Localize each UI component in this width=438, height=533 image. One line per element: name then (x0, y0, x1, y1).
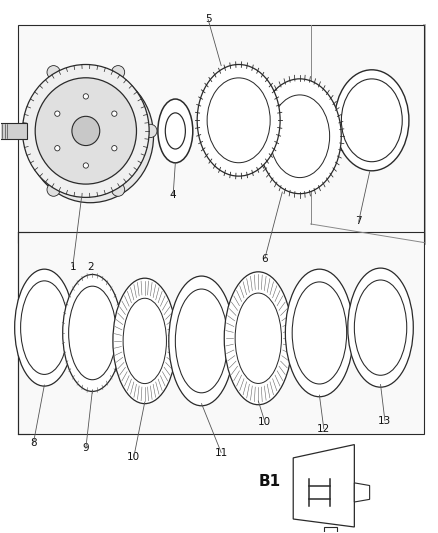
Ellipse shape (112, 183, 125, 196)
Ellipse shape (55, 146, 60, 151)
Ellipse shape (47, 66, 60, 79)
Text: 5: 5 (205, 14, 212, 25)
Ellipse shape (47, 183, 60, 196)
Text: 12: 12 (317, 424, 330, 434)
Ellipse shape (158, 99, 193, 163)
Ellipse shape (14, 269, 74, 386)
Ellipse shape (341, 79, 402, 161)
Text: 13: 13 (378, 416, 392, 426)
Ellipse shape (335, 70, 409, 171)
Ellipse shape (348, 268, 413, 387)
Ellipse shape (144, 124, 157, 138)
Ellipse shape (69, 286, 116, 379)
Ellipse shape (83, 94, 88, 99)
Text: 2: 2 (87, 262, 93, 271)
Ellipse shape (63, 274, 122, 391)
Ellipse shape (55, 111, 60, 116)
Ellipse shape (286, 269, 353, 397)
Text: 7: 7 (355, 216, 362, 227)
Ellipse shape (292, 282, 346, 384)
Ellipse shape (169, 276, 234, 406)
Text: 6: 6 (261, 254, 268, 263)
Ellipse shape (354, 280, 407, 375)
Ellipse shape (112, 146, 117, 151)
Ellipse shape (15, 124, 28, 138)
Ellipse shape (112, 66, 125, 79)
Ellipse shape (72, 116, 100, 146)
Ellipse shape (258, 79, 341, 193)
Ellipse shape (112, 111, 117, 116)
Ellipse shape (175, 289, 228, 393)
Ellipse shape (21, 281, 68, 374)
Ellipse shape (27, 70, 153, 203)
Text: 8: 8 (30, 438, 37, 448)
Ellipse shape (235, 293, 282, 383)
Ellipse shape (113, 278, 177, 403)
Text: B1: B1 (258, 474, 280, 489)
Polygon shape (324, 527, 337, 533)
Ellipse shape (35, 78, 137, 184)
Ellipse shape (197, 64, 280, 176)
Ellipse shape (270, 95, 330, 177)
Text: 4: 4 (170, 190, 177, 200)
Ellipse shape (224, 272, 292, 405)
Text: 9: 9 (82, 443, 89, 453)
Polygon shape (293, 445, 354, 527)
Text: 10: 10 (258, 417, 272, 427)
Polygon shape (354, 483, 370, 502)
Ellipse shape (207, 78, 270, 163)
Ellipse shape (165, 113, 185, 149)
Text: 11: 11 (215, 448, 228, 457)
Ellipse shape (123, 298, 166, 384)
Text: 1: 1 (69, 262, 76, 271)
Ellipse shape (22, 64, 149, 197)
Ellipse shape (83, 163, 88, 168)
Polygon shape (0, 123, 27, 139)
Polygon shape (18, 25, 424, 243)
Polygon shape (18, 232, 424, 434)
Text: 10: 10 (127, 452, 141, 462)
